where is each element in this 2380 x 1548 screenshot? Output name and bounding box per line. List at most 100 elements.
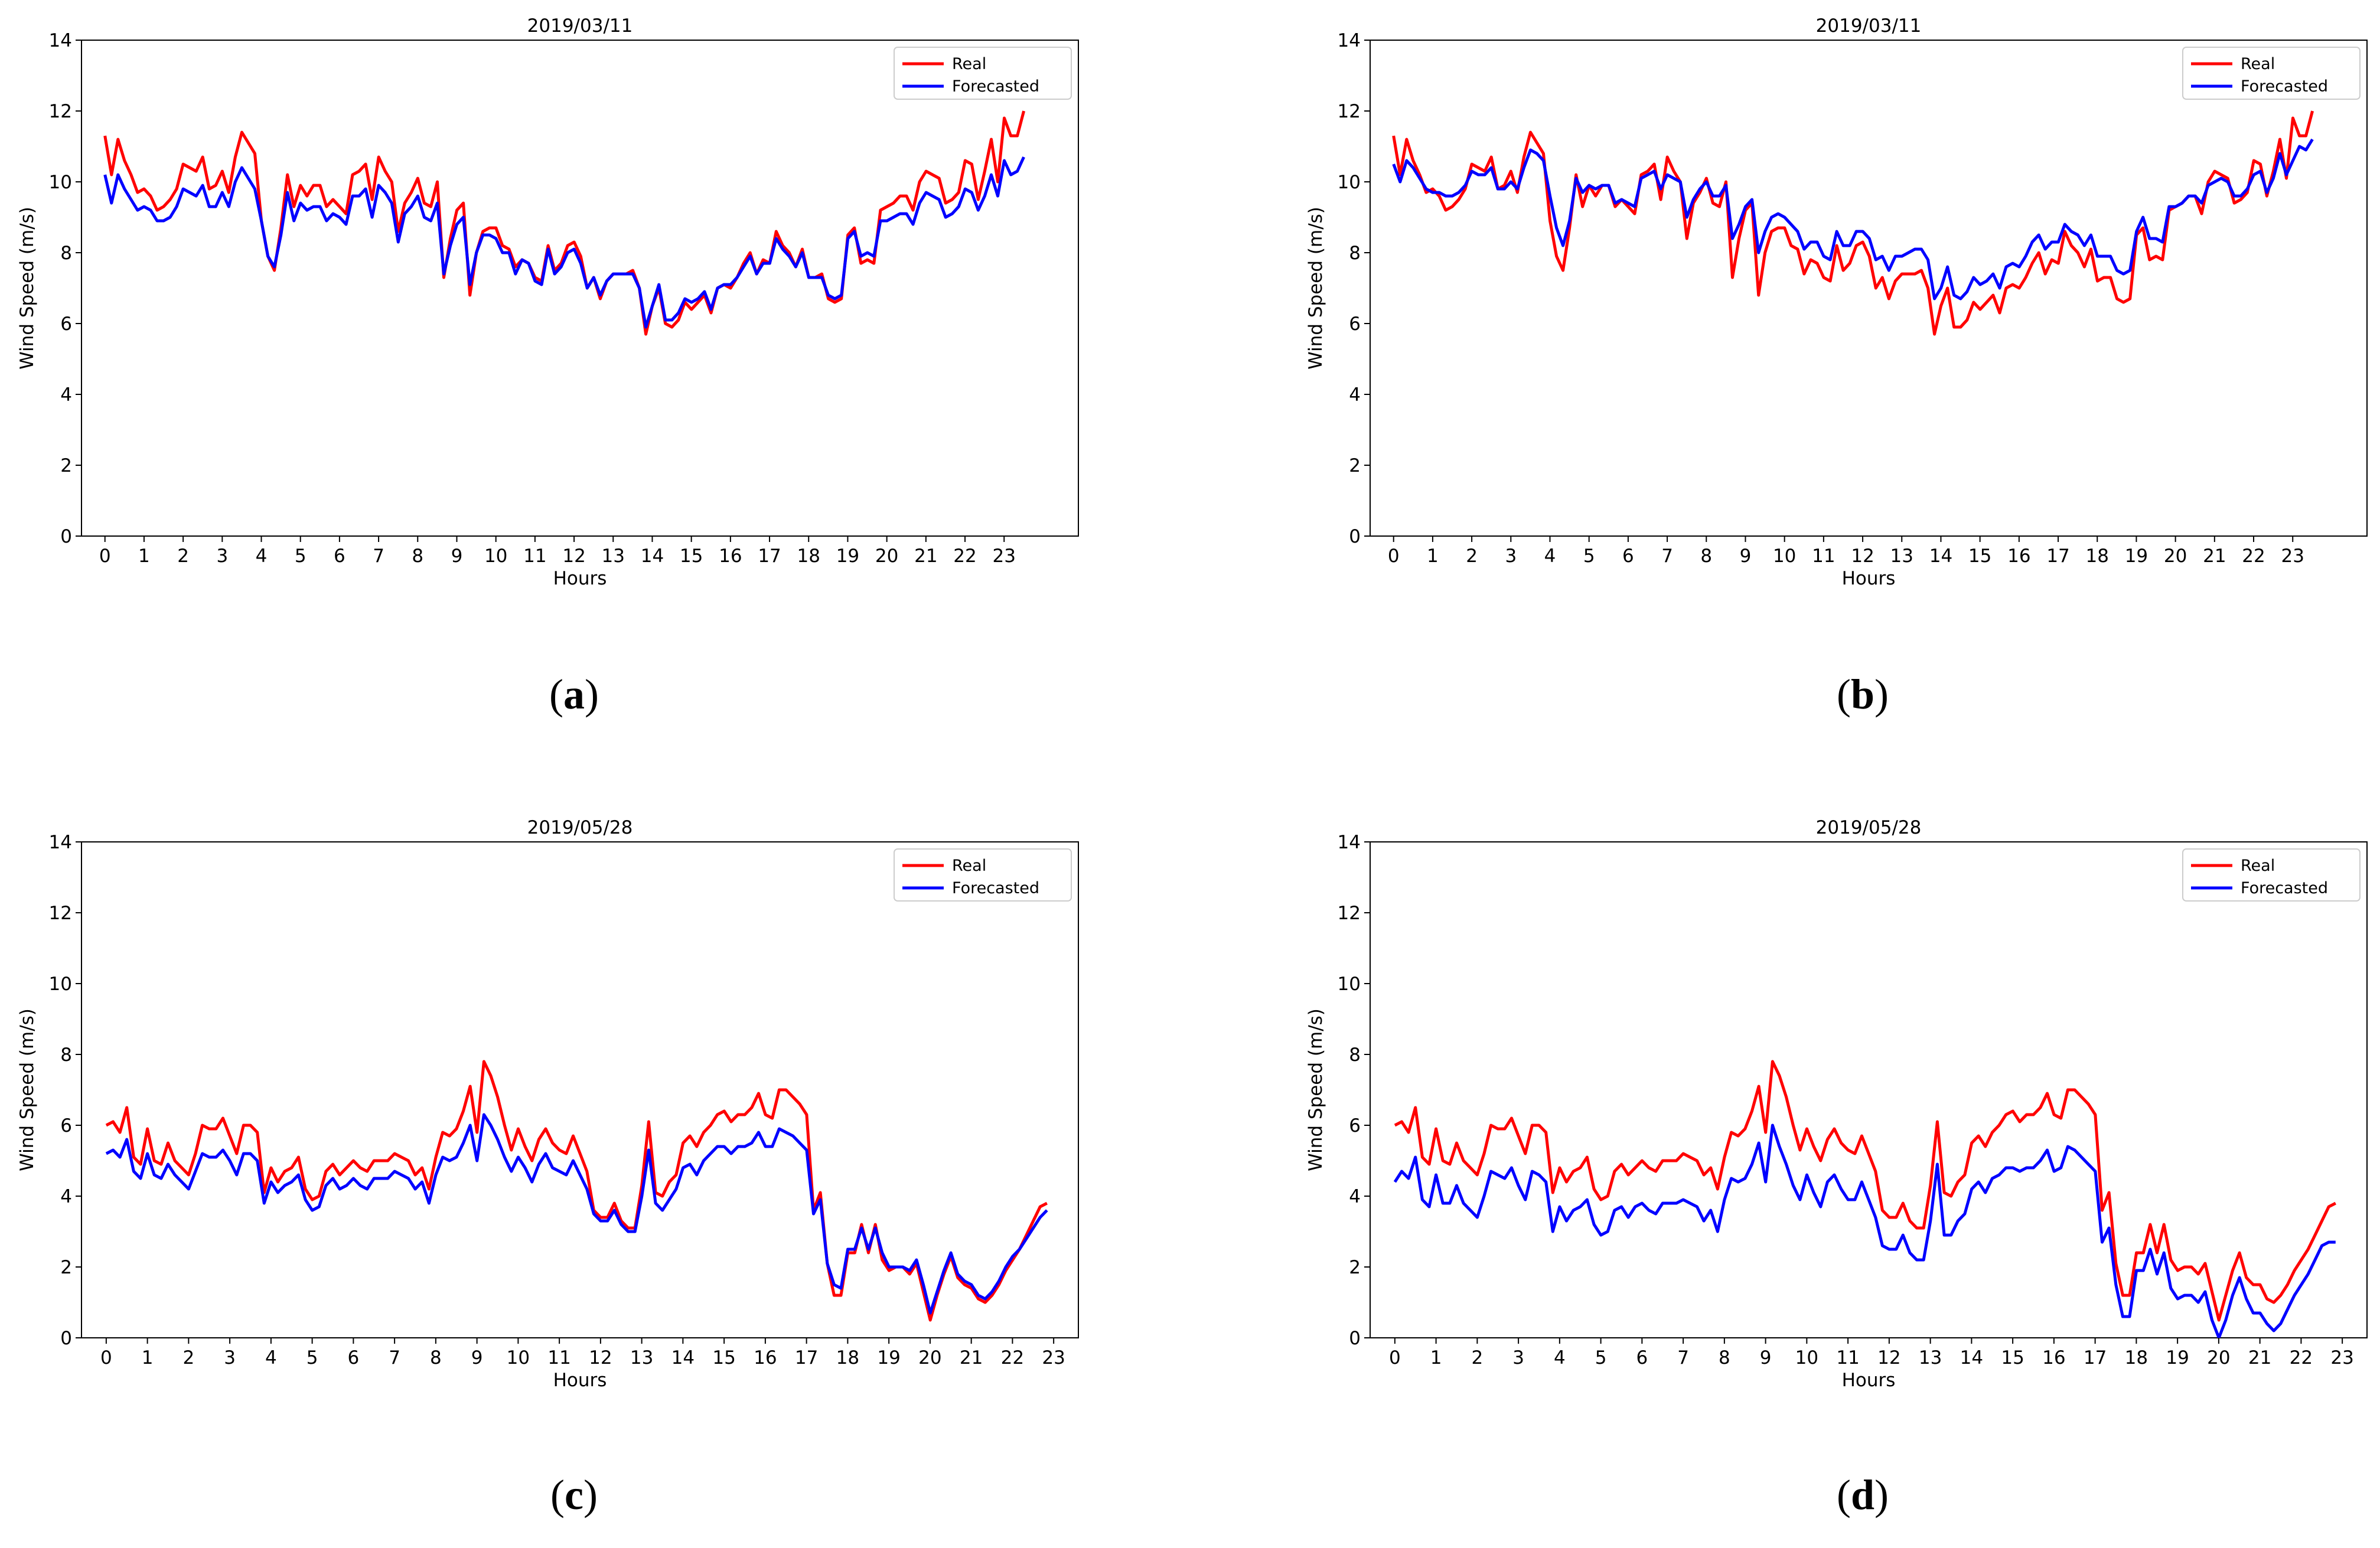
x-tick-label: 9 (1740, 546, 1752, 567)
x-tick-label: 8 (1700, 546, 1712, 567)
x-tick-label: 15 (712, 1347, 735, 1369)
x-tick-label: 1 (138, 546, 150, 567)
y-tick-label: 10 (1338, 172, 1361, 193)
legend: Real Forecasted (2182, 47, 2361, 100)
x-tick-label: 10 (1795, 1347, 1818, 1369)
panel-label-letter: a (563, 671, 585, 718)
x-tick-label: 3 (216, 546, 228, 567)
y-tick-label: 2 (1349, 455, 1361, 476)
x-tick-label: 7 (1677, 1347, 1689, 1369)
x-tick-label: 11 (1812, 546, 1835, 567)
y-tick-label: 12 (49, 903, 72, 924)
x-tick-label: 18 (2125, 1347, 2148, 1369)
x-tick-label: 8 (412, 546, 423, 567)
y-tick-label: 14 (1338, 832, 1361, 853)
y-tick-label: 4 (60, 1186, 72, 1207)
x-tick-label: 19 (2125, 546, 2148, 567)
x-tick-label: 2 (177, 546, 189, 567)
x-tick-label: 17 (2084, 1347, 2107, 1369)
legend-label-real: Real (952, 55, 986, 73)
x-tick-label: 14 (1929, 546, 1952, 567)
x-tick-label: 22 (2290, 1347, 2313, 1369)
x-tick-label: 8 (1719, 1347, 1730, 1369)
legend-label-forecasted: Forecasted (2241, 879, 2328, 897)
y-tick-label: 6 (60, 1115, 72, 1136)
panel-label: (b) (1837, 671, 1889, 718)
x-tick-label: 19 (2166, 1347, 2189, 1369)
x-tick-label: 10 (1773, 546, 1796, 567)
legend-label-forecasted: Forecasted (952, 879, 1039, 897)
series-line-forecasted (105, 1113, 1048, 1315)
y-tick-label: 12 (1338, 903, 1361, 924)
x-tick-label: 21 (2203, 546, 2226, 567)
x-tick-label: 1 (1430, 1347, 1442, 1369)
plot-frame (1370, 40, 2368, 537)
x-tick-label: 17 (795, 1347, 818, 1369)
legend: Real Forecasted (2182, 848, 2361, 902)
x-tick-label: 4 (265, 1347, 277, 1369)
y-axis-label: Wind Speed (m/s) (1305, 207, 1326, 370)
y-axis-label: Wind Speed (m/s) (17, 1008, 38, 1171)
x-tick-label: 23 (2281, 546, 2304, 567)
legend-label-forecasted: Forecasted (2241, 77, 2328, 96)
panel-label-open-paren: ( (550, 1471, 565, 1518)
x-tick-label: 22 (2242, 546, 2265, 567)
x-tick-label: 2 (182, 1347, 194, 1369)
x-tick-label: 2 (1466, 546, 1478, 567)
y-tick-label: 14 (49, 832, 72, 853)
x-tick-label: 0 (100, 1347, 112, 1369)
x-tick-label: 15 (1968, 546, 1991, 567)
x-tick-label: 12 (1851, 546, 1874, 567)
y-tick-label: 2 (1349, 1257, 1361, 1278)
panel-label-close-paren: ) (1874, 1471, 1889, 1518)
panel-label-open-paren: ( (1837, 671, 1851, 718)
legend: Real Forecasted (894, 848, 1072, 902)
x-tick-label: 20 (2207, 1347, 2230, 1369)
legend-label-real: Real (2241, 857, 2275, 875)
y-tick-label: 8 (1349, 243, 1361, 264)
x-tick-label: 21 (914, 546, 937, 567)
x-tick-label: 12 (562, 546, 585, 567)
x-tick-label: 14 (671, 1347, 695, 1369)
x-tick-label: 20 (875, 546, 898, 567)
x-tick-label: 10 (507, 1347, 530, 1369)
y-tick-label: 0 (1349, 1328, 1361, 1349)
series-line-real (1392, 110, 2314, 336)
panel-label-letter: b (1851, 671, 1874, 718)
x-tick-label: 11 (547, 1347, 570, 1369)
chart-title: 2019/03/11 (1816, 15, 1922, 37)
x-tick-label: 19 (877, 1347, 900, 1369)
x-tick-label: 18 (797, 546, 820, 567)
y-tick-label: 10 (1338, 974, 1361, 995)
x-tick-label: 11 (523, 546, 546, 567)
x-tick-label: 6 (1622, 546, 1634, 567)
y-axis-label: Wind Speed (m/s) (17, 207, 38, 370)
panel-label-close-paren: ) (1874, 671, 1889, 718)
x-tick-label: 0 (1388, 546, 1400, 567)
y-tick-label: 4 (1349, 1186, 1361, 1207)
y-axis-label: Wind Speed (m/s) (1305, 1008, 1326, 1171)
x-tick-label: 15 (680, 546, 703, 567)
x-tick-label: 22 (953, 546, 976, 567)
series-line-forecasted (1393, 1124, 2336, 1338)
chart-title: 2019/03/11 (527, 15, 633, 37)
x-tick-label: 5 (1583, 546, 1595, 567)
panel-label-letter: c (565, 1471, 583, 1518)
x-axis-label: Hours (1842, 568, 1896, 589)
x-tick-label: 14 (641, 546, 664, 567)
x-tick-label: 4 (1554, 1347, 1566, 1369)
legend-label-real: Real (952, 857, 986, 875)
x-tick-label: 18 (836, 1347, 859, 1369)
x-tick-label: 20 (918, 1347, 941, 1369)
legend: Real Forecasted (894, 47, 1072, 100)
plot-frame (81, 40, 1079, 537)
x-tick-label: 3 (1505, 546, 1517, 567)
x-tick-label: 9 (1760, 1347, 1772, 1369)
x-axis-label: Hours (553, 1370, 607, 1391)
x-tick-label: 3 (224, 1347, 236, 1369)
x-tick-label: 17 (758, 546, 781, 567)
x-tick-label: 16 (2042, 1347, 2065, 1369)
